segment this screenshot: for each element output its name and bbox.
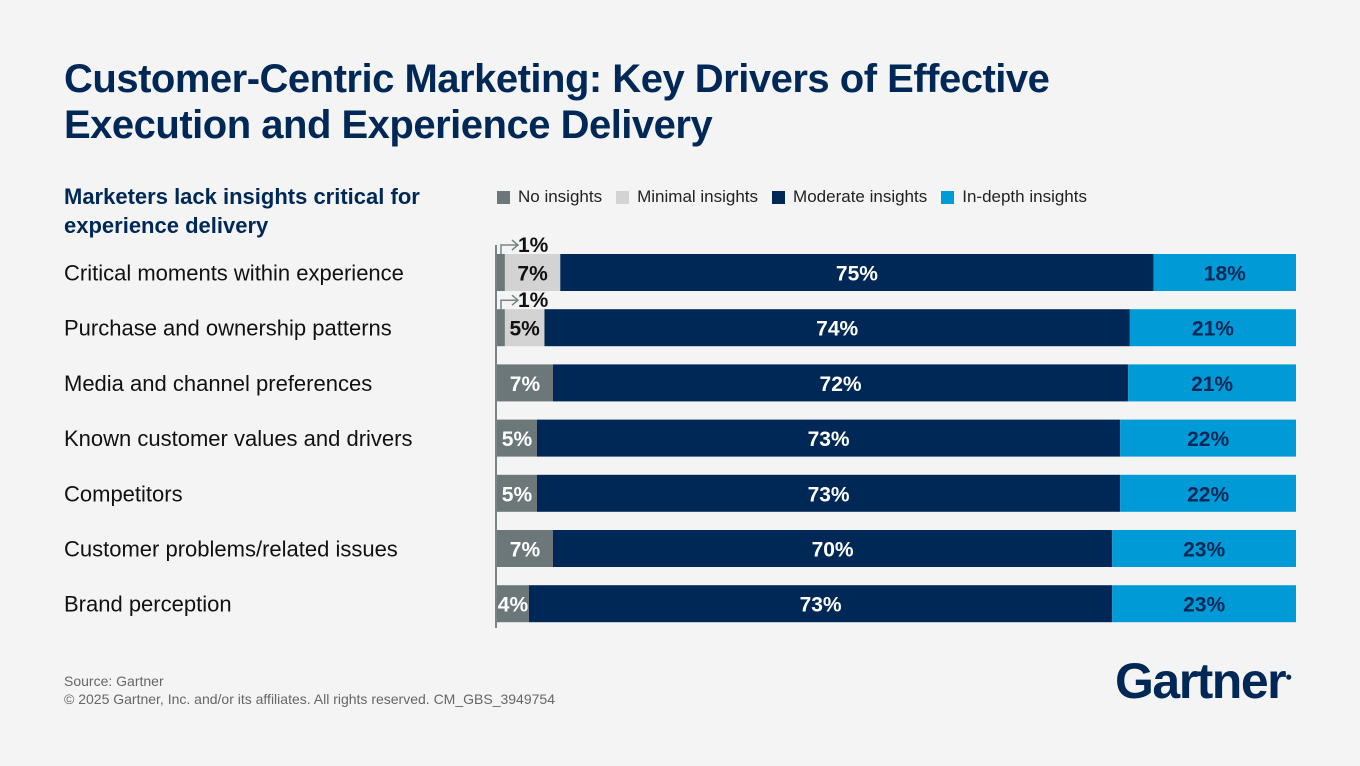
bar-segment	[1120, 419, 1296, 457]
data-label: 5%	[510, 318, 541, 341]
data-label: 5%	[502, 428, 533, 451]
bar-segment	[1153, 254, 1296, 291]
callout-arrow	[500, 294, 520, 310]
data-label: 21%	[1192, 318, 1234, 341]
data-label: 22%	[1187, 483, 1229, 506]
category-label: Media and channel preferences	[64, 371, 372, 396]
legend-swatch	[941, 190, 955, 204]
bar-segment	[536, 419, 1121, 457]
data-label: 4%	[498, 594, 529, 617]
bar-segment	[536, 474, 1121, 512]
chart-title: Customer-Centric Marketing: Key Drivers …	[64, 57, 1050, 147]
legend-swatch	[772, 190, 786, 204]
bar-segment	[1129, 309, 1296, 347]
bar-segment	[528, 585, 1113, 623]
data-label: 73%	[808, 483, 850, 506]
data-label: 75%	[836, 263, 878, 286]
data-label: 23%	[1183, 539, 1225, 562]
category-label: Known customer values and drivers	[64, 426, 413, 451]
data-label: 1%	[518, 289, 549, 312]
data-label: 23%	[1183, 594, 1225, 617]
logo-text: Gartner	[1115, 653, 1287, 709]
bar-segment	[1112, 530, 1296, 567]
legend-swatch	[497, 190, 510, 204]
data-label: 18%	[1204, 263, 1246, 286]
legend-label: In-depth insights	[962, 187, 1087, 206]
bar-segment	[504, 254, 561, 291]
category-label: Brand perception	[64, 592, 232, 617]
data-label: 70%	[812, 539, 854, 562]
category-label: Purchase and ownership patterns	[64, 316, 392, 341]
bar-segment	[497, 474, 537, 512]
legend-swatch	[616, 190, 630, 204]
category-label: Customer problems/related issues	[64, 537, 398, 562]
legend-label: No insights	[518, 187, 603, 206]
legend-label: Minimal insights	[637, 187, 759, 206]
footer: Source: Gartner © 2025 Gartner, Inc. and…	[64, 672, 555, 708]
legend-item-no-insights: No insights	[497, 187, 602, 207]
bar-segment	[552, 364, 1129, 402]
legend: No insights Minimal insights Moderate in…	[497, 187, 1087, 207]
bar-segment	[504, 309, 545, 347]
data-label: 7%	[517, 263, 548, 286]
callout-arrow	[500, 239, 520, 254]
category-label: Critical moments within experience	[64, 261, 404, 286]
legend-item-moderate-insights: Moderate insights	[772, 187, 927, 207]
bar-segment	[497, 364, 553, 402]
bar-segment	[552, 530, 1113, 567]
bar-segment	[497, 585, 529, 623]
data-label: 73%	[800, 594, 842, 617]
bar-segment	[560, 254, 1154, 291]
data-label: 7%	[510, 373, 541, 396]
data-label: 74%	[816, 318, 858, 341]
data-label: 72%	[820, 373, 862, 396]
chart-subtitle: Marketers lack insights critical for exp…	[64, 184, 420, 238]
bar-segment	[497, 254, 505, 291]
bar-segment	[1112, 585, 1296, 623]
data-label: 7%	[510, 539, 541, 562]
category-label: Competitors	[64, 481, 183, 506]
bar-segment	[497, 309, 505, 347]
data-label: 5%	[502, 483, 533, 506]
data-label: 73%	[808, 428, 850, 451]
legend-label: Moderate insights	[793, 187, 928, 206]
gartner-logo: Gartner●	[1115, 653, 1292, 709]
data-label: 22%	[1187, 428, 1229, 451]
data-label: 21%	[1191, 373, 1233, 396]
legend-item-minimal-insights: Minimal insights	[616, 187, 758, 207]
legend-item-in-depth-insights: In-depth insights	[941, 187, 1087, 207]
source-note: Source: Gartner	[64, 673, 164, 689]
bar-segment	[497, 419, 537, 457]
data-label: 1%	[518, 234, 549, 257]
bar-segment	[1120, 474, 1296, 512]
copyright-note: © 2025 Gartner, Inc. and/or its affiliat…	[64, 691, 555, 707]
bar-segment	[1128, 364, 1296, 402]
bar-segment	[497, 530, 553, 567]
bar-segment	[544, 309, 1130, 347]
